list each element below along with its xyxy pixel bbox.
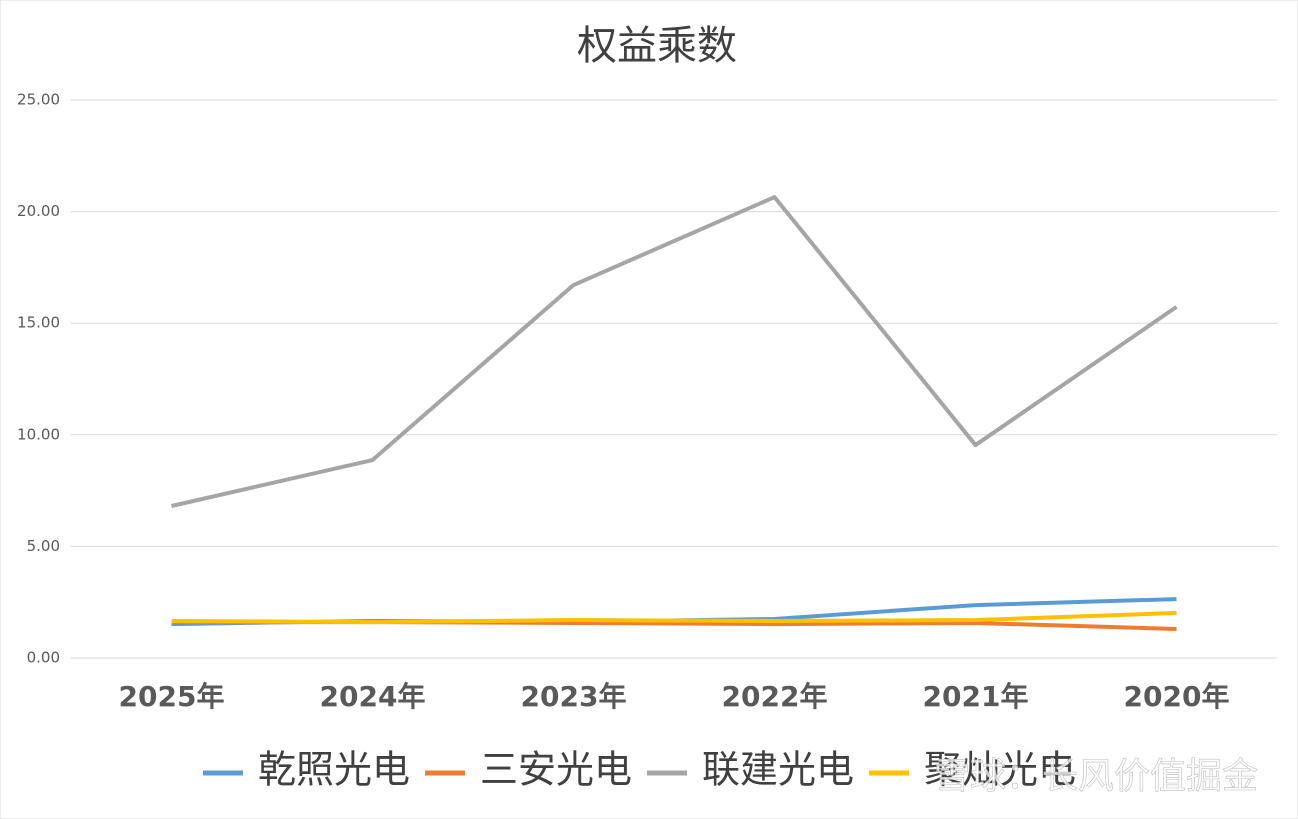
x-tick-label: 2024年: [320, 680, 426, 713]
series-line: [171, 195, 1178, 508]
x-tick-label: 2021年: [923, 680, 1029, 713]
legend-label: 联建光电: [702, 748, 854, 792]
y-tick-label: 0.00: [27, 649, 60, 667]
x-tick-label: 2023年: [521, 680, 627, 713]
watermark: 雪球：长风价值掘金: [934, 756, 1258, 797]
y-tick-label: 25.00: [17, 91, 60, 109]
x-tick-label: 2025年: [119, 680, 225, 713]
legend-label: 聚灿光电: [924, 748, 1076, 792]
legend-label: 乾照光电: [258, 748, 410, 792]
x-tick-label: 2022年: [722, 680, 828, 713]
series-line: [171, 610, 1177, 625]
x-tick-label: 2020年: [1124, 680, 1230, 713]
y-tick-label: 15.00: [17, 314, 60, 332]
y-tick-label: 10.00: [17, 425, 60, 443]
chart-title: 权益乘数: [577, 23, 737, 69]
y-tick-label: 5.00: [27, 537, 60, 555]
legend-label: 三安光电: [480, 748, 632, 792]
y-tick-label: 20.00: [17, 202, 60, 220]
